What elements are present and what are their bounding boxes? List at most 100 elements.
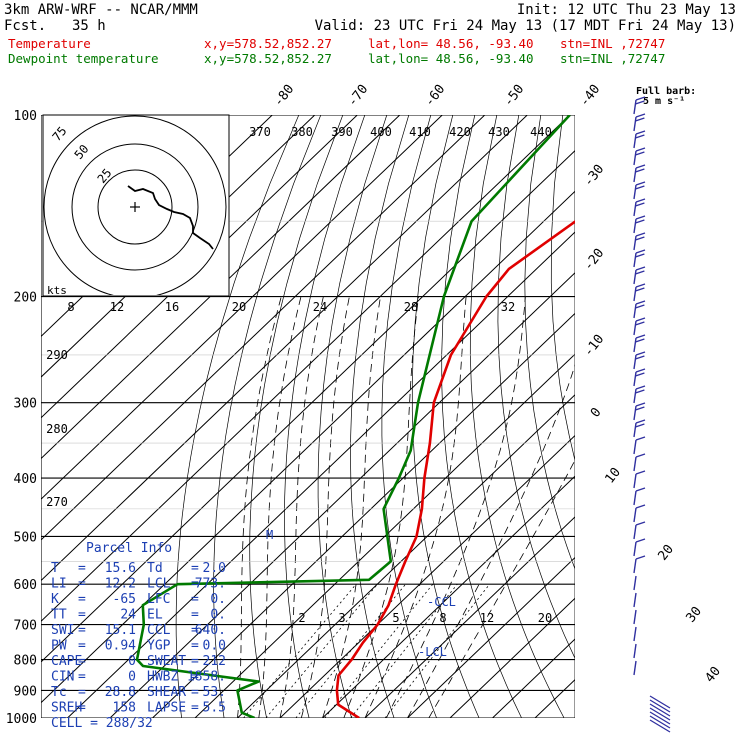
parcel-param-name: CIN (51, 670, 74, 685)
mixing-ratio-label: 5 (392, 611, 399, 625)
theta-left-label: 280 (46, 422, 68, 436)
wind-barb-flag (635, 338, 645, 343)
parcel-param-value: 0.94 (105, 639, 136, 654)
parcel-param-name: PW (51, 639, 67, 654)
parcel-equals: = (78, 608, 86, 623)
wind-barb (633, 385, 646, 404)
moist-adiabat-line (258, 296, 302, 718)
wind-barb-flag (635, 521, 646, 526)
wind-barb-flag (635, 287, 645, 292)
wind-barb-flag (635, 453, 646, 458)
wind-barb (633, 609, 637, 625)
storm-cell-motion: CELL = 288/32 (51, 716, 153, 731)
wind-barb (633, 538, 646, 557)
dewpoint-line (135, 115, 571, 718)
parcel-equals: = (78, 701, 86, 716)
isotherm-label: 10 (603, 465, 624, 487)
lcl-marker: -LCL (418, 645, 447, 659)
isotherm-label: -10 (581, 332, 607, 360)
parcel-equals: = (191, 685, 199, 700)
wind-barb-staff (633, 558, 637, 574)
parcel-equals: = (191, 608, 199, 623)
pressure-label: 100 (14, 109, 37, 124)
parcel-param-value: 158 (113, 701, 136, 716)
isotherm-line (41, 115, 443, 500)
wind-barb-flag (635, 134, 645, 139)
isotherm-label: -60 (422, 82, 448, 110)
moist-adiabat-line (300, 296, 350, 718)
wind-barb-staff (633, 405, 637, 421)
dry-adiabat-line (550, 115, 575, 462)
parcel-param-name: CAPE (51, 654, 82, 669)
dry-adiabat-line (717, 115, 740, 718)
isotherm-label: 40 (703, 664, 724, 686)
parcel-param-name: K (51, 592, 59, 607)
wind-barb-staff (633, 201, 637, 217)
parcel-param-name: SWI (51, 623, 74, 638)
parcel-param-value: -65 (113, 592, 136, 607)
valid-time: Valid: 23 UTC Fri 24 May 13 (17 MDT Fri … (314, 18, 736, 34)
wind-barb-flag (635, 538, 646, 543)
temperature-legend-name: Temperature (8, 36, 91, 51)
parcel-param-name: Tc (51, 685, 67, 700)
wind-barb-staff (633, 303, 637, 319)
parcel-equals: = (78, 577, 86, 592)
pressure-label: 600 (14, 578, 37, 593)
wind-barb-staff (633, 235, 637, 251)
wind-barb (633, 351, 646, 370)
parcel-param-name: SREH (51, 701, 82, 716)
dry-adiabat-line (524, 115, 575, 570)
wind-barb-flag (635, 249, 646, 254)
pressure-label: 300 (14, 397, 37, 412)
wind-barb-flag (635, 181, 646, 186)
mixing-ratio-line (384, 583, 490, 718)
wind-barb-flag (635, 419, 646, 424)
wind-barb (633, 181, 646, 200)
dewpoint-legend-name: Dewpoint temperature (8, 51, 159, 66)
wind-barb-staff (633, 388, 637, 404)
wind-barb-flag (635, 164, 646, 169)
wind-barb-flag (635, 270, 645, 275)
dry-adiabat-line (695, 115, 740, 718)
parcel-param-name: LI (51, 577, 67, 592)
ccl-marker: -CCL (427, 595, 456, 609)
isotherm-line (152, 312, 575, 718)
wind-barb-flag (635, 215, 646, 220)
wind-barb-flag (635, 232, 646, 237)
wind-barb (633, 660, 637, 676)
isotherm-label: -30 (581, 162, 607, 190)
wind-barb-staff (633, 371, 637, 387)
parcel-equals: = (191, 561, 199, 576)
wind-barb-staff (633, 286, 637, 302)
mixing-ratio-line (350, 583, 458, 718)
isotherm-label: -70 (345, 82, 371, 110)
isotherm-label: -80 (271, 82, 297, 110)
wind-barb-staff (633, 439, 637, 455)
wind-barb (633, 592, 637, 608)
isotherm-line (41, 115, 358, 419)
wind-barb-flag (635, 100, 645, 105)
wind-barb-flag (635, 147, 646, 152)
wind-barb (633, 504, 646, 523)
wind-barbs (633, 96, 671, 733)
parcel-param-value: 24 (120, 608, 136, 623)
wind-barb (633, 96, 646, 115)
pressure-label: 800 (14, 654, 37, 669)
wind-barb-low (649, 707, 671, 721)
hodograph-ring (43, 115, 227, 295)
wind-barb-staff (633, 507, 637, 523)
pressure-label: 400 (14, 472, 37, 487)
full-barb-value: 5 m s⁻¹ (643, 96, 685, 107)
moist-adiabat-line (322, 296, 381, 718)
wind-speed-label: 32 (501, 300, 515, 314)
isotherm-line (41, 115, 571, 622)
wind-barb-staff (633, 184, 637, 200)
dry-adiabat-line (673, 115, 740, 718)
wind-barb-flag (635, 555, 646, 560)
isotherm-line (449, 597, 575, 718)
wind-barb-flag (635, 219, 645, 224)
pressure-label: 900 (14, 684, 37, 699)
wind-barb (633, 215, 646, 234)
